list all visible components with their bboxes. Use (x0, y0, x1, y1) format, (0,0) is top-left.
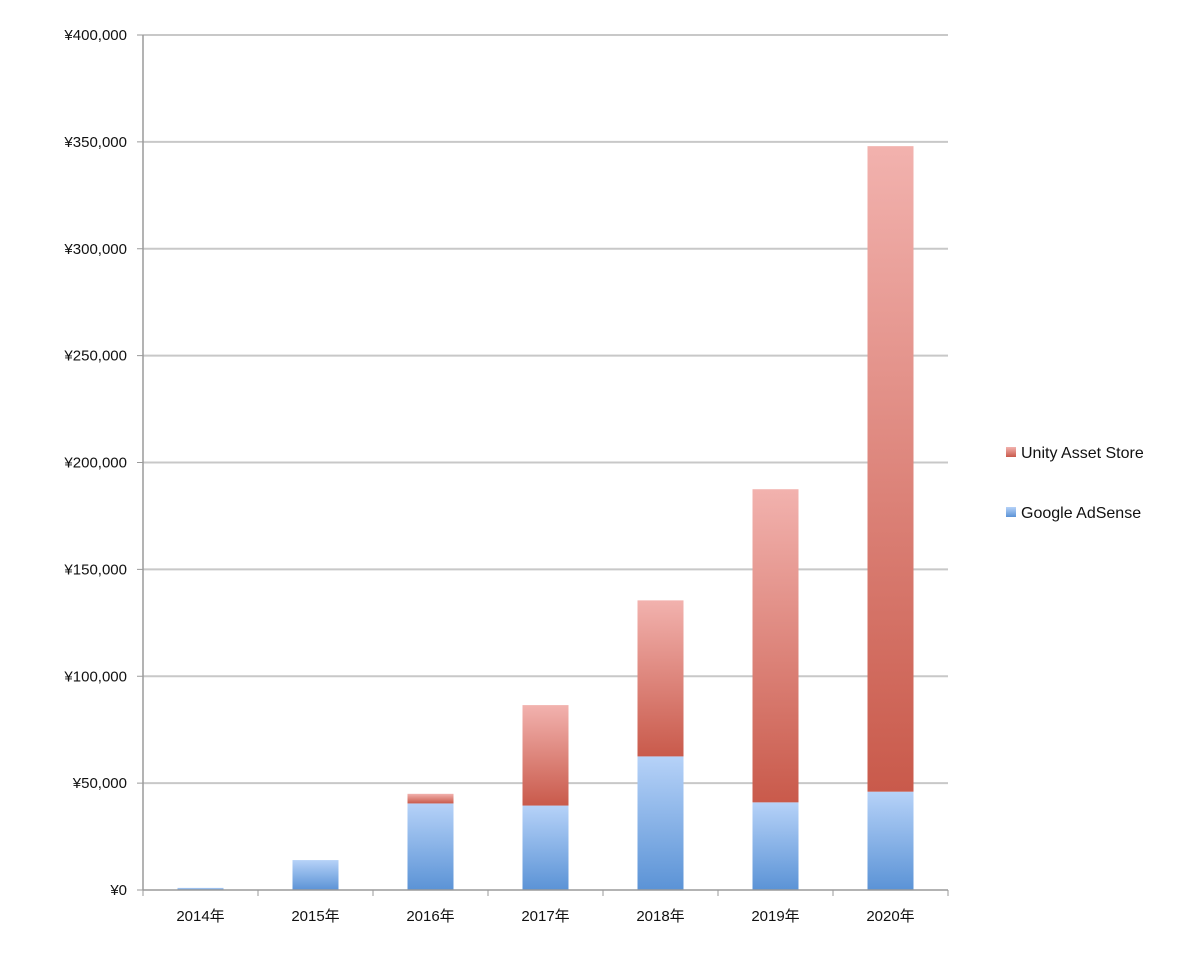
x-tick-label: 2017年 (521, 908, 569, 925)
bar-unity-6 (867, 146, 914, 792)
bar-adsense-6 (867, 791, 914, 890)
x-tick-label: 2015年 (291, 908, 339, 925)
legend-label-unity: Unity Asset Store (1021, 445, 1144, 462)
bar-adsense-1 (292, 860, 339, 890)
y-axis-tick-labels: ¥0 ¥50,000 ¥100,000 ¥150,000 ¥200,000 ¥250,00… (63, 27, 127, 899)
x-tick-label: 2020年 (866, 908, 914, 925)
gridlines (143, 34, 948, 785)
y-tick-label: ¥0 (109, 882, 127, 899)
x-tick-label: 2014年 (176, 908, 224, 925)
legend-label-adsense: Google AdSense (1021, 505, 1141, 522)
axes (137, 34, 949, 896)
legend-swatch-unity (1006, 447, 1016, 457)
y-tick-label: ¥350,000 (63, 134, 127, 151)
bar-adsense-4 (637, 756, 684, 890)
y-tick-label: ¥200,000 (63, 455, 127, 472)
bar-unity-3 (522, 705, 569, 806)
y-tick-label: ¥50,000 (72, 775, 127, 792)
x-tick-label: 2019年 (751, 908, 799, 925)
y-tick-label: ¥100,000 (63, 668, 127, 685)
bar-unity-2 (407, 793, 454, 804)
bar-unity-4 (637, 600, 684, 757)
legend-swatch-adsense (1006, 507, 1016, 517)
x-axis-tick-labels: 2014年 2015年 2016年 2017年 2018年 2019年 2020年 (176, 908, 914, 925)
bar-adsense-5 (752, 802, 799, 890)
x-tick-label: 2018年 (636, 908, 684, 925)
bar-unity-5 (752, 489, 799, 803)
x-tick-label: 2016年 (406, 908, 454, 925)
bar-adsense-3 (522, 805, 569, 890)
y-tick-label: ¥400,000 (63, 27, 127, 44)
y-tick-label: ¥250,000 (63, 348, 127, 365)
y-tick-label: ¥300,000 (63, 241, 127, 258)
legend: Unity Asset Store Google AdSense (1006, 445, 1144, 522)
bar-adsense-2 (407, 803, 454, 890)
bar-adsense-0 (177, 887, 224, 890)
bars (177, 146, 914, 890)
y-tick-label: ¥150,000 (63, 561, 127, 578)
